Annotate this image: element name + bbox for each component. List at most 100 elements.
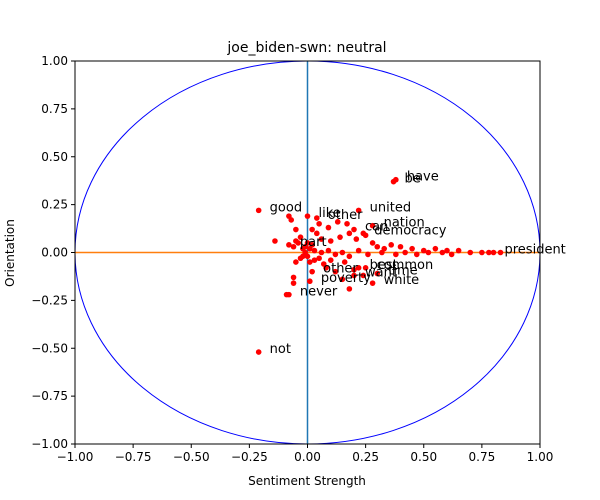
data-point bbox=[351, 272, 357, 279]
point-label: time bbox=[388, 264, 417, 279]
point-label: have bbox=[407, 170, 439, 185]
x-tick-label: 0.75 bbox=[469, 450, 496, 464]
data-point bbox=[318, 236, 325, 242]
data-point bbox=[420, 247, 427, 254]
data-point bbox=[297, 255, 304, 262]
data-point bbox=[379, 249, 385, 256]
point-label: can bbox=[365, 220, 388, 235]
data-point bbox=[337, 234, 343, 240]
data-point bbox=[346, 253, 353, 260]
data-point bbox=[355, 265, 362, 271]
data-point bbox=[369, 240, 376, 246]
y-tick-label: −1.00 bbox=[31, 437, 68, 451]
point-label: other bbox=[328, 208, 363, 223]
y-axis-label: Orientation bbox=[3, 219, 17, 287]
y-tick-label: 0.75 bbox=[41, 102, 68, 116]
point-label: never bbox=[300, 285, 338, 300]
point-label: want bbox=[365, 265, 397, 280]
y-tick-label: 0.50 bbox=[41, 150, 68, 164]
data-point bbox=[393, 176, 399, 183]
data-point bbox=[327, 238, 334, 244]
x-axis-label: Sentiment Strength bbox=[248, 474, 366, 488]
data-point bbox=[334, 219, 341, 225]
data-point bbox=[360, 230, 367, 237]
data-point bbox=[311, 247, 318, 254]
data-point bbox=[341, 259, 348, 265]
data-point bbox=[369, 280, 376, 286]
data-point bbox=[309, 242, 315, 248]
data-point bbox=[290, 274, 297, 281]
x-tick-label: −0.50 bbox=[173, 450, 210, 464]
data-point bbox=[339, 249, 346, 256]
data-point bbox=[344, 220, 350, 227]
data-point bbox=[346, 286, 353, 292]
data-point bbox=[332, 268, 339, 275]
data-point bbox=[309, 226, 315, 233]
data-point bbox=[425, 249, 432, 256]
x-tick-label: −0.25 bbox=[231, 450, 268, 464]
point-label: not bbox=[270, 342, 291, 357]
data-point bbox=[309, 268, 315, 275]
data-point bbox=[393, 251, 399, 258]
data-point bbox=[351, 266, 357, 273]
data-point bbox=[365, 251, 371, 258]
data-point bbox=[388, 242, 395, 248]
point-label: common bbox=[377, 258, 434, 273]
data-point bbox=[304, 213, 311, 219]
data-point bbox=[439, 249, 446, 256]
data-point bbox=[307, 259, 313, 265]
point-label: be bbox=[405, 172, 421, 187]
y-tick-label: 1.00 bbox=[41, 54, 68, 68]
point-label: democracy bbox=[374, 223, 446, 238]
y-tick-label: 0.25 bbox=[41, 198, 68, 212]
y-tick-label: −0.50 bbox=[31, 341, 68, 355]
point-label: poverty bbox=[321, 271, 371, 286]
y-tick-label: −0.25 bbox=[31, 293, 68, 307]
point-label: other bbox=[323, 262, 358, 277]
data-point bbox=[455, 247, 462, 254]
data-point bbox=[355, 207, 362, 214]
data-point bbox=[467, 249, 474, 256]
data-point bbox=[302, 249, 308, 256]
data-point bbox=[293, 259, 299, 265]
data-point bbox=[397, 243, 404, 250]
data-point bbox=[290, 243, 297, 250]
data-point bbox=[286, 291, 292, 298]
data-point bbox=[290, 280, 297, 286]
data-point bbox=[369, 222, 376, 229]
data-point bbox=[314, 215, 320, 221]
data-point bbox=[448, 251, 455, 258]
data-point bbox=[362, 265, 369, 271]
point-label: good bbox=[270, 200, 302, 215]
x-tick-label: 1.00 bbox=[527, 450, 554, 464]
point-label: white bbox=[384, 273, 420, 288]
point-label: part bbox=[300, 235, 327, 250]
x-tick-label: 0.00 bbox=[294, 450, 321, 464]
data-point bbox=[413, 251, 420, 258]
data-point bbox=[320, 261, 327, 267]
data-point bbox=[316, 220, 322, 227]
data-point bbox=[325, 247, 332, 254]
data-point bbox=[479, 249, 485, 256]
point-label: united bbox=[370, 200, 411, 215]
data-point bbox=[353, 236, 360, 242]
point-label: like bbox=[319, 206, 341, 221]
x-tick-label: 0.50 bbox=[410, 450, 437, 464]
data-point bbox=[360, 272, 367, 279]
data-point bbox=[293, 226, 299, 233]
y-tick-label: 0.00 bbox=[41, 246, 68, 260]
data-point bbox=[311, 257, 318, 263]
data-point bbox=[297, 234, 304, 240]
data-point bbox=[307, 278, 313, 285]
data-point bbox=[255, 349, 262, 355]
data-point bbox=[339, 276, 346, 283]
data-point bbox=[314, 230, 320, 237]
data-point bbox=[318, 249, 325, 256]
point-label: best bbox=[370, 258, 398, 273]
data-point bbox=[374, 270, 381, 277]
data-point bbox=[409, 245, 415, 252]
data-point bbox=[325, 224, 332, 231]
point-label: nation bbox=[384, 216, 425, 231]
